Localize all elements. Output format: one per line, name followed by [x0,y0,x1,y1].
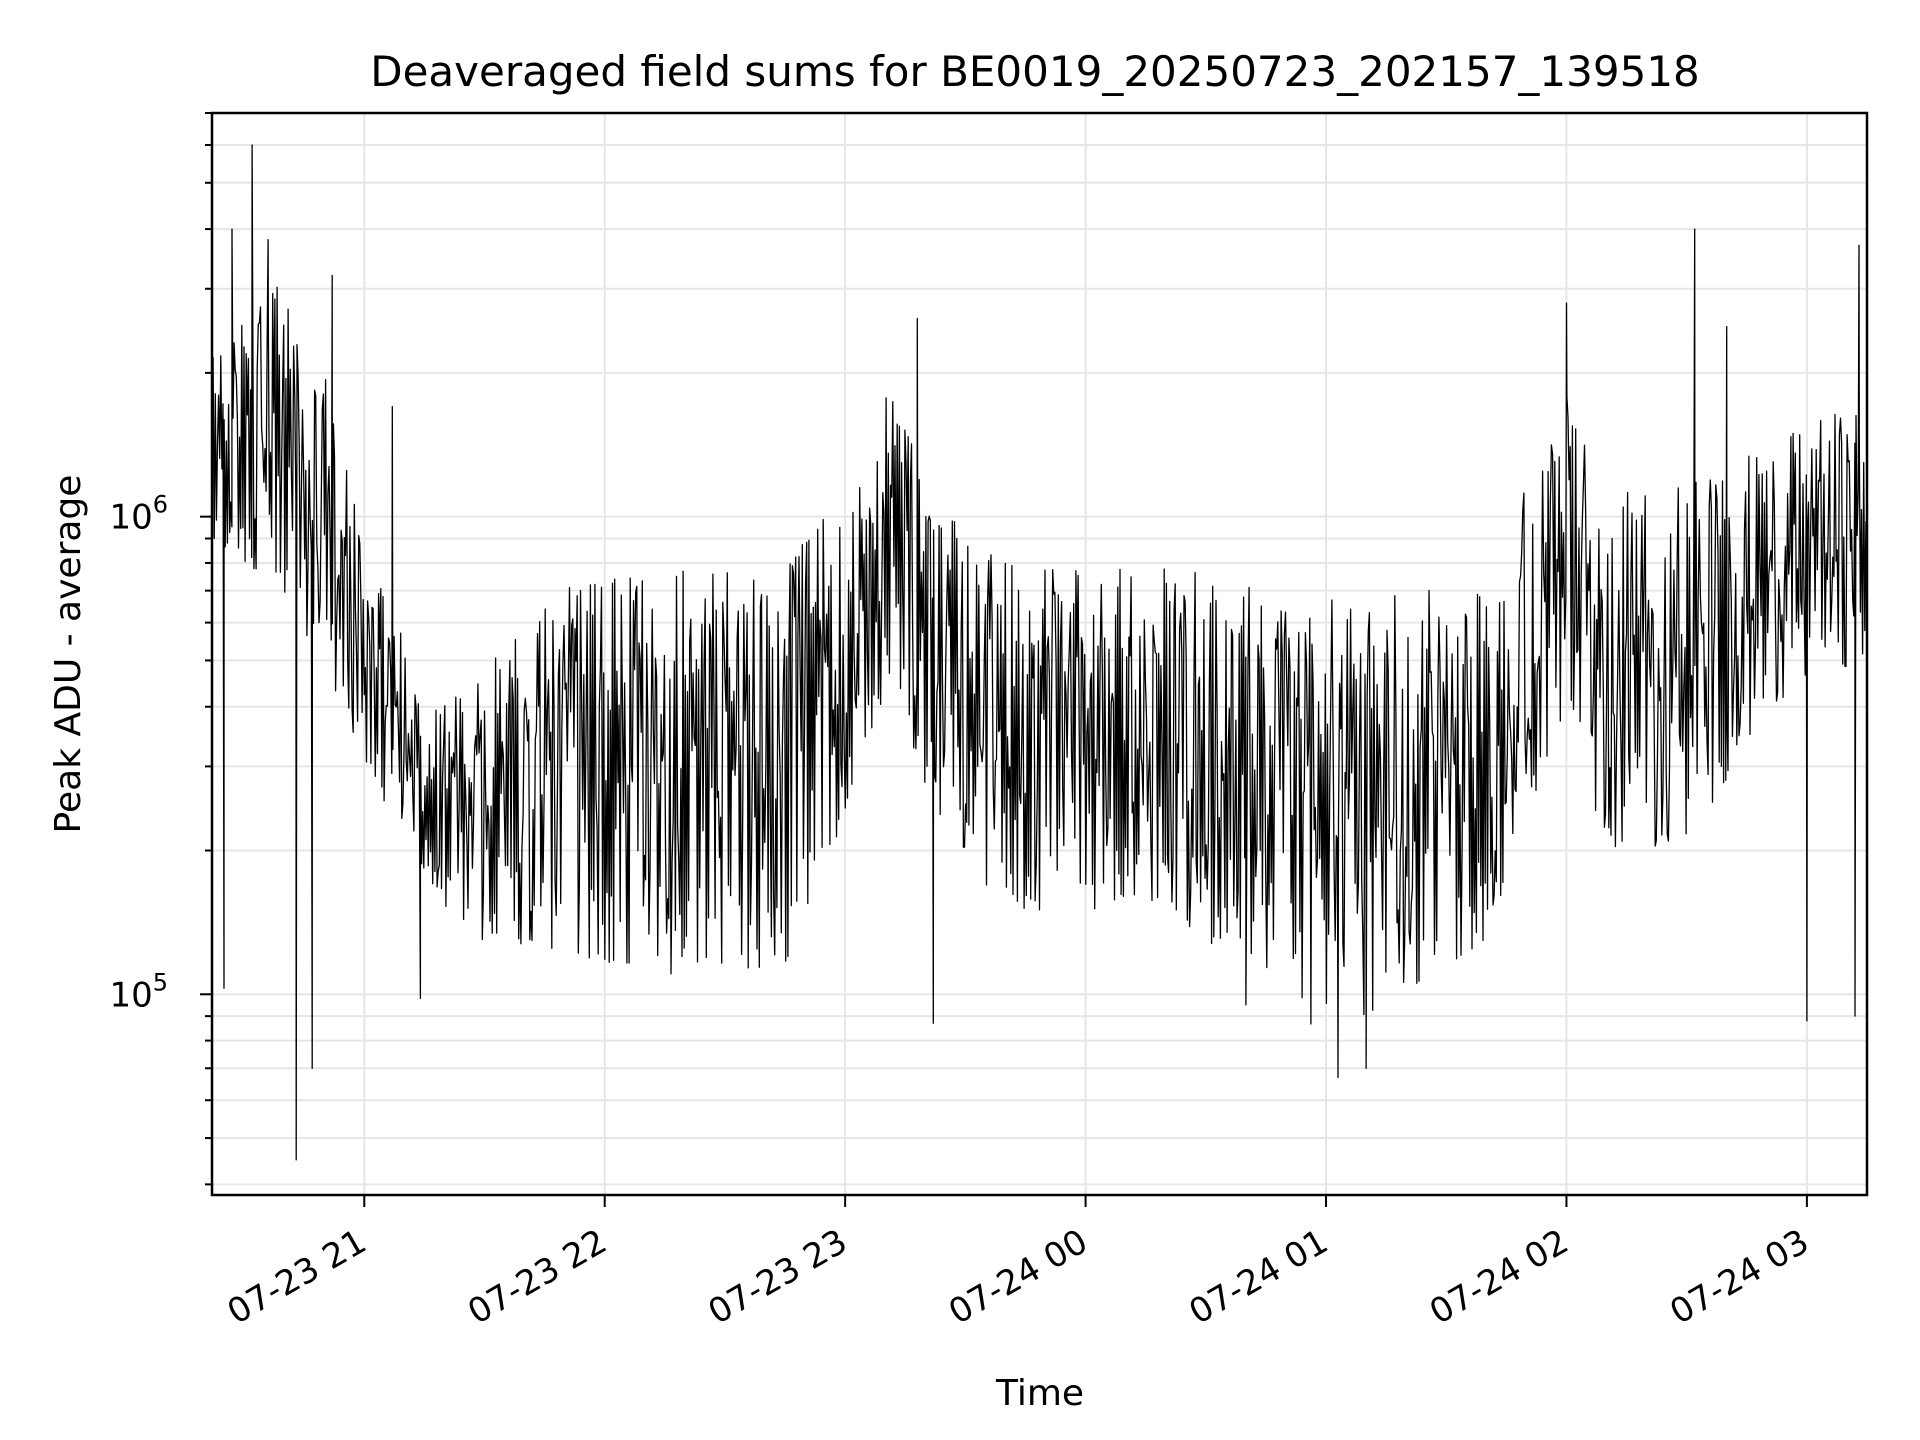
y-tick-label: 106 [109,491,168,538]
y-tick-label-exponent: 6 [153,491,168,519]
series-group [212,144,1867,1161]
y-tick-label-base: 10 [109,498,152,538]
x-tick-label: 07-24 00 [942,1222,1094,1333]
plot-area [212,144,1867,1161]
x-axis: 07-23 21 07-23 22 07-23 23 07-24 00 07-24 01… [221,1195,1816,1333]
x-tick-label: 07-23 23 [702,1222,854,1333]
grid [212,112,1867,1195]
x-tick-label: 07-24 03 [1663,1222,1815,1333]
chart-title: Deaveraged field sums for BE0019_2025072… [370,47,1700,96]
y-axis-label: Peak ADU - average [48,475,89,834]
x-tick-label: 07-23 21 [221,1222,373,1333]
x-axis-label: Time [995,1373,1084,1414]
plot-frame [210,111,1869,1197]
y-tick-label-exponent: 5 [153,968,168,996]
x-tick-label: 07-24 02 [1423,1222,1575,1333]
y-tick-label: 105 [109,968,168,1015]
x-tick-label: 07-24 01 [1183,1222,1335,1333]
series-line [212,144,1867,1161]
y-tick-label-base: 10 [109,975,152,1015]
x-tick-label: 07-23 22 [461,1222,613,1333]
